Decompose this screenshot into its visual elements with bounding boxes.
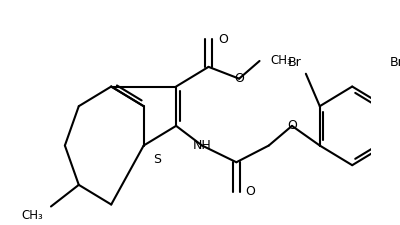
Text: O: O [218, 33, 228, 46]
Text: O: O [287, 119, 297, 132]
Text: S: S [153, 153, 161, 166]
Text: CH₃: CH₃ [271, 54, 292, 68]
Text: O: O [234, 72, 244, 85]
Text: O: O [246, 185, 256, 198]
Text: Br: Br [389, 56, 400, 69]
Text: NH: NH [193, 139, 212, 152]
Text: CH₃: CH₃ [22, 209, 44, 223]
Text: Br: Br [288, 56, 301, 69]
